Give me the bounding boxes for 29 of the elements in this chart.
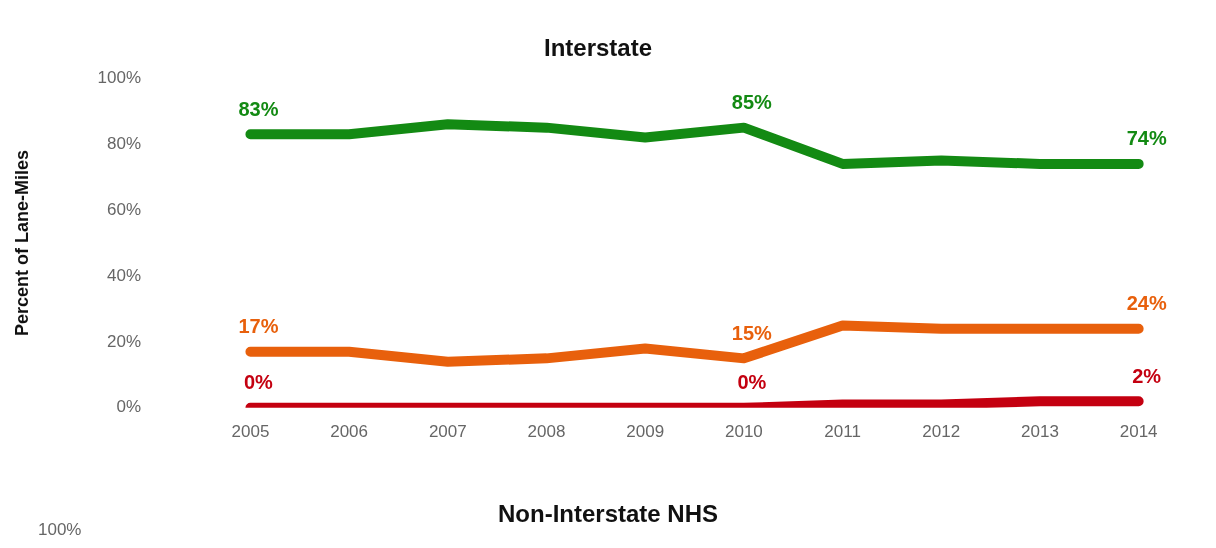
y-tick-label: 0% — [116, 397, 142, 417]
data-label: 0% — [737, 371, 767, 394]
x-tick-label: 2010 — [724, 421, 763, 441]
x-tick-label: 2007 — [428, 421, 467, 441]
x-tick-label: 2008 — [527, 421, 566, 441]
x-tick-label: 2012 — [922, 421, 961, 441]
y-tick-label: 60% — [107, 199, 142, 219]
data-label: 0% — [243, 371, 274, 394]
data-label: 83% — [238, 97, 279, 120]
y-tick-label: 20% — [107, 331, 142, 351]
x-tick-label: 2011 — [824, 421, 861, 441]
x-tick-label: 2014 — [1119, 421, 1158, 441]
x-tick-label: 2013 — [1021, 421, 1059, 441]
y-axis-title: Percent of Lane-Miles — [11, 149, 32, 337]
x-tick-label: 2009 — [626, 421, 665, 441]
data-label: 17% — [238, 315, 279, 338]
x-tick-label: 2006 — [330, 421, 369, 441]
data-label: 15% — [731, 321, 773, 344]
y-tick-label: 80% — [107, 133, 142, 153]
y-tick-label: 40% — [107, 265, 142, 285]
y-tick-label: 100% — [97, 67, 142, 87]
data-label: 74% — [1126, 127, 1167, 150]
text: Non-Interstate NHS — [497, 500, 719, 527]
data-label: 85% — [731, 91, 773, 114]
chart-title: Interstate — [543, 34, 653, 62]
text: 100% — [38, 520, 82, 540]
data-label: 24% — [1126, 292, 1167, 315]
x-tick-label: 2005 — [231, 421, 270, 441]
data-label: 2% — [1132, 364, 1162, 387]
